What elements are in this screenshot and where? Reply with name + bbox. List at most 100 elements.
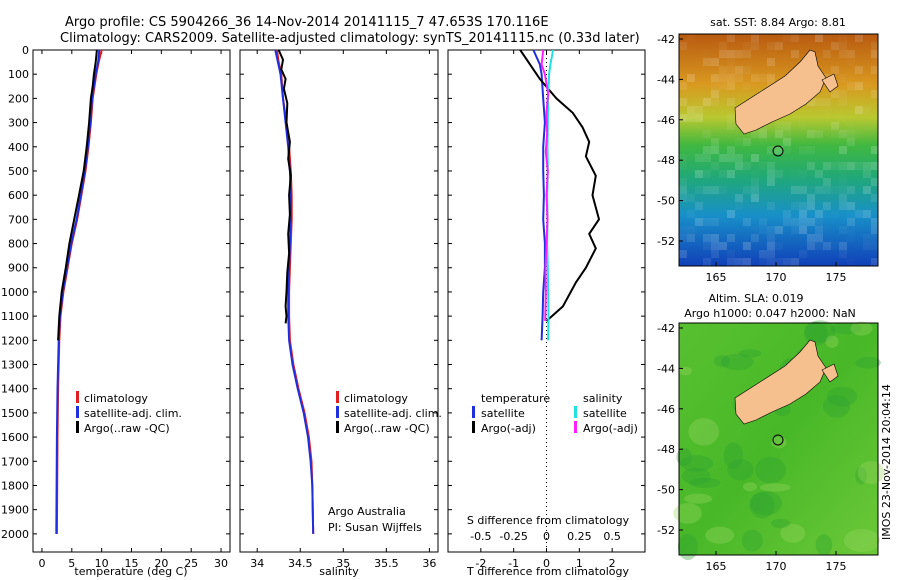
y-tick-label: 1500 (1, 407, 29, 420)
sst-cell (823, 226, 831, 234)
sst-cell (783, 34, 791, 42)
sst-cell (695, 154, 703, 162)
map-y-tick-label: -44 (657, 362, 675, 375)
sst-cell (695, 114, 703, 122)
sst-cell (767, 170, 775, 178)
sst-cell (703, 234, 711, 242)
y-tick-label: 1700 (1, 455, 29, 468)
sst-cell (839, 186, 847, 194)
sst-cell (719, 74, 727, 82)
sst-cell (759, 226, 767, 234)
sst-cell (695, 218, 703, 226)
sst-cell (799, 122, 807, 130)
sst-cell (695, 226, 703, 234)
sst-cell (735, 202, 743, 210)
series-line (276, 49, 315, 534)
sla-blob (727, 459, 754, 481)
salinity-plot-layer: 34 34.5 35 35.5 36 (240, 49, 438, 570)
sst-cell (775, 226, 783, 234)
x-top-tick-label: 0.25 (567, 530, 592, 543)
sst-cell (679, 186, 687, 194)
y-tick-label: 600 (8, 189, 29, 202)
sla-blob (677, 533, 698, 561)
map-x-tick-label: 175 (826, 271, 847, 284)
sst-cell (767, 234, 775, 242)
sst-cell (831, 42, 839, 50)
legend-label-satellite-adj: satellite-adj. clim. (344, 407, 442, 420)
sst-cell (791, 226, 799, 234)
legend-swatch-temp-argo (472, 421, 475, 433)
sst-cell (823, 242, 831, 250)
sst-cell (815, 34, 823, 42)
sst-cell (807, 202, 815, 210)
sst-cell (703, 58, 711, 66)
sst-cell (823, 50, 831, 58)
sst-cell (759, 218, 767, 226)
y-tick-label: 2000 (1, 528, 29, 541)
sst-cell (767, 242, 775, 250)
map-x-tick-label: 170 (766, 271, 787, 284)
legend-label-temp-satellite: satellite (481, 407, 525, 420)
x-tick-label: 1 (576, 557, 583, 570)
sst-cell (871, 194, 879, 202)
sst-cell (703, 258, 711, 266)
x-tick-label: 35.5 (374, 557, 399, 570)
x-tick-label: 5 (68, 557, 75, 570)
map-x-tick-label: 170 (766, 560, 787, 573)
sst-cell (831, 130, 839, 138)
imos-side-label: IMOS 23-Nov-2014 20:04:14 (880, 384, 893, 540)
sst-cell (719, 154, 727, 162)
map-x-tick-label: 165 (706, 271, 727, 284)
sst-cell (711, 138, 719, 146)
sst-cell (863, 242, 871, 250)
sla-map-yticks: -42 -44 -46 -48 -50 -52 (657, 322, 683, 537)
sst-cell (711, 58, 719, 66)
sst-cell (727, 34, 735, 42)
y-tick-label: 400 (8, 141, 29, 154)
sst-cell (783, 130, 791, 138)
series-line (274, 49, 315, 534)
sla-blob (770, 518, 791, 529)
sst-cell (767, 250, 775, 258)
map-x-tick-label: 175 (826, 560, 847, 573)
series-line (540, 49, 550, 322)
sst-cell (815, 130, 823, 138)
salinity-panel (239, 49, 439, 553)
sst-cell (743, 82, 751, 90)
sst-cell (847, 258, 855, 266)
sst-cell (855, 106, 863, 114)
sla-blob (680, 455, 714, 472)
legend-title-temperature: temperature (481, 392, 550, 405)
sla-blob (723, 442, 744, 469)
sst-cell (743, 218, 751, 226)
sst-cell (839, 226, 847, 234)
sst-cell (719, 82, 727, 90)
sla-blob (825, 335, 839, 348)
sst-cell (839, 90, 847, 98)
sst-cell (767, 74, 775, 82)
sst-cell (791, 50, 799, 58)
sst-cell (751, 74, 759, 82)
sst-cell (775, 258, 783, 266)
sst-cell (839, 178, 847, 186)
x-top-tick-label: 0.5 (603, 530, 621, 543)
sla-map-title-line2: Argo h1000: 0.047 h2000: NaN (684, 307, 856, 320)
map-y-tick-label: -48 (657, 443, 675, 456)
sst-cell (759, 250, 767, 258)
map-y-tick-label: -48 (657, 154, 675, 167)
sst-cell (839, 242, 847, 250)
salinity-x-label: salinity (319, 565, 359, 578)
sst-cell (839, 170, 847, 178)
sst-cell (831, 210, 839, 218)
legend-swatch-climatology (336, 391, 339, 403)
legend-label-temp-argo: Argo(-adj) (481, 422, 536, 435)
sst-cell (751, 178, 759, 186)
sst-cell (719, 42, 727, 50)
legend-swatch-temp-satellite (472, 406, 475, 418)
sst-cell (823, 162, 831, 170)
sst-cell (727, 50, 735, 58)
sst-cell (847, 234, 855, 242)
sla-blob (804, 320, 836, 343)
x-top-tick-label: -0.25 (499, 530, 527, 543)
